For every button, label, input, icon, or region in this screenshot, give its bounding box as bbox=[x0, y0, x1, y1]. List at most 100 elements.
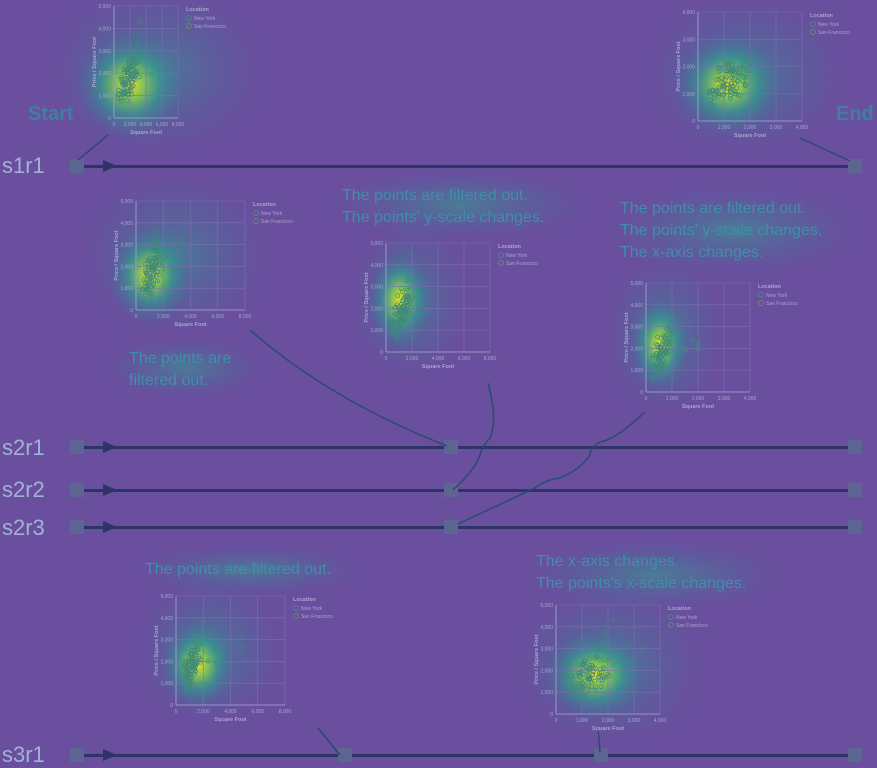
scatter-point bbox=[729, 81, 735, 87]
y-tick-label: 4,000 bbox=[120, 221, 133, 227]
node-s1r1-start[interactable] bbox=[70, 159, 84, 173]
scatter-point bbox=[185, 671, 191, 676]
node-s2r2-mid[interactable] bbox=[444, 483, 458, 497]
scatter-point bbox=[664, 327, 670, 332]
scatter-point bbox=[655, 366, 661, 372]
scatter-point bbox=[601, 630, 607, 635]
track-s1r1 bbox=[80, 165, 860, 168]
x-tick-label: 1,000 bbox=[666, 396, 679, 402]
x-tick-label: 3,000 bbox=[770, 125, 783, 131]
scatter-point bbox=[716, 69, 722, 75]
scatter-point bbox=[141, 277, 147, 283]
scatter-point bbox=[392, 305, 397, 311]
scatter-chart-s2-left: 0 1,000 2,000 3,000 4,000 5,000 0 2,000 4,000 6,0… bbox=[114, 199, 293, 328]
node-s2r1-end[interactable] bbox=[848, 440, 862, 454]
scatter-point bbox=[128, 72, 134, 78]
scatter-point bbox=[660, 363, 665, 369]
scatter-point bbox=[658, 349, 664, 355]
node-s3r1-mid2[interactable] bbox=[594, 748, 608, 762]
node-s2r2-start[interactable] bbox=[70, 483, 84, 497]
scatter-point bbox=[601, 673, 607, 679]
y-tick-label: 5,000 bbox=[370, 241, 383, 247]
scatter-point bbox=[160, 266, 166, 272]
scatter-point bbox=[157, 261, 162, 267]
scatter-point bbox=[149, 277, 155, 283]
scatter-point bbox=[568, 673, 573, 679]
annotation-line: The x-axis changes. bbox=[536, 553, 680, 570]
scatter-point bbox=[590, 665, 596, 671]
scatter-point bbox=[665, 346, 670, 351]
scatter-point bbox=[659, 354, 664, 359]
legend-entry: New York bbox=[676, 615, 698, 621]
y-tick-label: 5,000 bbox=[120, 199, 133, 205]
scatter-chart-s2-middle: 0 1,000 2,000 3,000 4,000 5,000 0 2,000 4,000 6,0… bbox=[364, 241, 538, 370]
scatter-point bbox=[721, 86, 726, 91]
x-axis-label: Square Foot bbox=[592, 726, 624, 732]
y-axis-label: Price / Square Foot bbox=[364, 272, 370, 322]
scatter-point bbox=[131, 47, 137, 53]
legend-marker bbox=[498, 260, 504, 266]
scatter-point bbox=[205, 658, 211, 664]
y-tick-label: 3,000 bbox=[120, 243, 133, 249]
y-axis-label: Price / Square Foot bbox=[154, 625, 160, 675]
y-tick-label: 1,000 bbox=[370, 328, 383, 334]
scatter-point bbox=[177, 238, 183, 244]
scatter-point bbox=[191, 637, 196, 642]
scatter-point bbox=[391, 330, 396, 336]
node-s2r3-end[interactable] bbox=[848, 520, 862, 534]
legend-marker bbox=[668, 614, 674, 620]
annotation-line: The points' y-scale changes. bbox=[342, 209, 545, 226]
node-s2r1-start[interactable] bbox=[70, 440, 84, 454]
node-s2r2-end[interactable] bbox=[848, 483, 862, 497]
scatter-point bbox=[747, 68, 752, 73]
scatter-point bbox=[610, 662, 616, 667]
scatter-point bbox=[126, 58, 132, 63]
annotation-line: The points are filtered out. bbox=[342, 187, 528, 204]
scatter-point bbox=[195, 647, 201, 653]
x-tick-label: 2,000 bbox=[124, 122, 137, 128]
scatter-point bbox=[604, 649, 610, 655]
x-tick-label: 2,000 bbox=[744, 125, 757, 131]
scatter-point bbox=[237, 636, 242, 641]
x-tick-label: 4,000 bbox=[744, 396, 757, 402]
scatter-point bbox=[197, 659, 203, 665]
row-label-s3r1: s3r1 bbox=[2, 742, 45, 767]
scatter-point bbox=[138, 18, 143, 24]
node-s2r3-start[interactable] bbox=[70, 520, 84, 534]
scatter-point bbox=[198, 657, 203, 662]
scatter-point bbox=[711, 95, 717, 100]
x-tick-label: 0 bbox=[113, 122, 116, 128]
scatter-point bbox=[390, 323, 395, 328]
y-tick-label: 2,000 bbox=[98, 71, 111, 77]
scatter-point bbox=[742, 81, 748, 87]
scatter-point bbox=[563, 670, 568, 676]
scatter-point bbox=[593, 684, 598, 690]
scatter-point bbox=[600, 678, 605, 684]
node-s1r1-end[interactable] bbox=[848, 159, 862, 173]
y-tick-label: 3,000 bbox=[540, 647, 553, 653]
y-tick-label: 2,000 bbox=[682, 65, 695, 71]
scatter-point bbox=[132, 51, 137, 57]
node-s3r1-start[interactable] bbox=[70, 748, 84, 762]
legend-marker bbox=[810, 29, 816, 35]
scatter-point bbox=[157, 272, 163, 278]
scatter-point bbox=[727, 93, 733, 99]
scatter-point bbox=[119, 98, 124, 104]
row-label-s2r2: s2r2 bbox=[2, 477, 45, 502]
connector-end bbox=[799, 137, 851, 162]
scatter-point bbox=[406, 277, 411, 283]
legend-entry: San Francisco bbox=[194, 24, 226, 30]
scatter-point bbox=[396, 304, 402, 310]
node-s2r1-mid[interactable] bbox=[444, 440, 458, 454]
node-s3r1-end[interactable] bbox=[848, 748, 862, 762]
node-s3r1-mid1[interactable] bbox=[338, 748, 352, 762]
scatter-point bbox=[147, 256, 153, 261]
scatter-point bbox=[583, 664, 589, 670]
scatter-point bbox=[180, 669, 185, 674]
x-axis-label: Square Foot bbox=[422, 364, 454, 370]
y-axis-label: Price / Square Foot bbox=[534, 634, 540, 684]
scatter-point bbox=[395, 293, 401, 299]
y-axis-label: Price / Square Foot bbox=[92, 37, 98, 87]
node-s2r3-mid[interactable] bbox=[444, 520, 458, 534]
